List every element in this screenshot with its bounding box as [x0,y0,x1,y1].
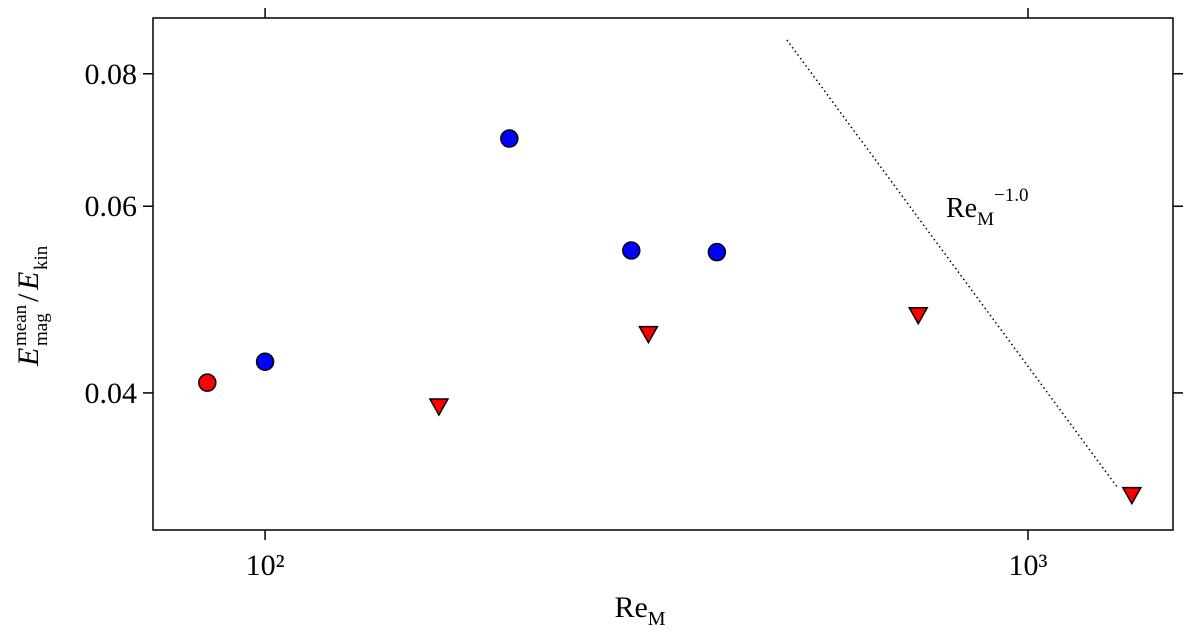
y-label-num: E [12,348,45,367]
plot-frame [152,17,1174,531]
y-label-num-sub: mag [31,313,52,346]
x-label-base: Re [614,591,647,624]
x-axis-label: ReM [614,591,665,630]
y-tick-label: 0.08 [85,58,138,91]
point-circle [707,242,727,262]
point-triangle [907,306,929,326]
y-label-den: E [12,272,45,291]
y-label-den-sub: kin [31,245,52,270]
point-circle [622,241,641,260]
ref-label-sup: −1.0 [994,185,1028,206]
y-label-num-sup: mean [10,304,31,346]
y-label-slash: / [12,293,45,302]
point-circle [500,129,519,148]
ref-label-sub: M [977,209,994,230]
point-triangle [428,398,450,417]
x-tick-label: 10³ [1009,549,1048,582]
point-triangle [638,325,659,345]
x-label-sub: M [648,608,666,630]
point-circle [198,373,217,392]
y-tick-label: 0.06 [85,190,138,223]
point-triangle [1121,486,1143,506]
ref-label-base: Re [946,193,977,224]
reference-label: ReM−1.0 [946,185,1028,230]
reference-line [786,39,1119,489]
point-circle [255,352,275,372]
y-tick-label: 0.04 [85,377,138,410]
y-axis-label: E mean mag / E kin [10,245,52,367]
x-tick-label: 10² [246,549,285,582]
